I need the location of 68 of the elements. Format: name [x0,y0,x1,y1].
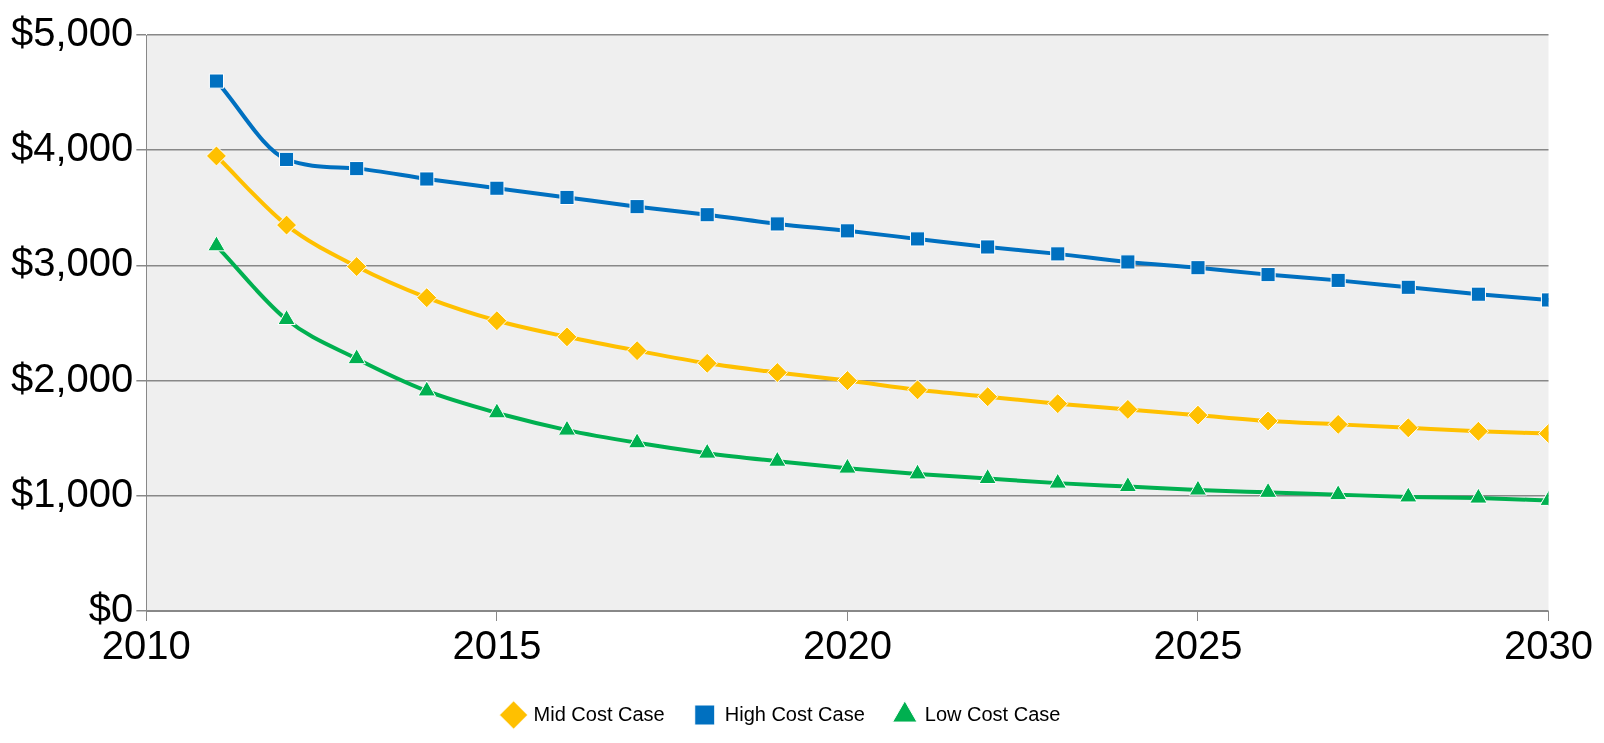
point [629,199,645,215]
point [1187,404,1209,426]
point [977,386,999,408]
point [978,468,997,485]
point [908,463,927,480]
x-tick-label: 2030 [1504,623,1593,668]
point [559,189,575,205]
point [1467,420,1489,442]
point [486,310,508,332]
point [1397,417,1419,439]
point [208,73,225,89]
x-tick-label: 2025 [1153,623,1243,668]
point [1257,410,1279,432]
point [699,207,715,223]
point [980,239,996,255]
point [416,287,438,309]
point [1260,267,1276,283]
point [1399,486,1418,503]
y-tick-label: $2,000 [11,355,134,400]
point [1050,246,1066,262]
point [1118,476,1138,493]
point [1327,413,1349,435]
point [205,145,227,167]
point [1329,484,1348,501]
point [768,450,787,467]
point [1190,260,1206,276]
point [419,171,435,187]
y-tick-label: $1,000 [11,470,134,515]
point [1048,472,1067,489]
point [766,362,788,384]
point [1117,398,1139,420]
point [346,256,368,278]
point [698,442,717,459]
point [276,214,298,236]
point [626,340,648,362]
point [907,379,929,401]
point [1047,393,1069,415]
x-tick-label: 2015 [452,623,542,668]
point [1330,272,1346,288]
point [1188,479,1208,496]
point [349,161,365,177]
point [487,402,507,419]
point [1470,286,1486,302]
point [557,419,577,436]
legend-label: Mid Cost Case [533,702,665,725]
point [838,457,857,474]
legend-label: Low Cost Case [924,702,1061,725]
point [1120,254,1136,270]
point [839,223,855,239]
x-tick-label: 2020 [802,623,892,668]
point [696,352,718,374]
y-tick-label: $4,000 [11,125,134,170]
point [277,309,296,326]
point [556,326,578,348]
point [1400,279,1416,295]
y-tick-label: $5,000 [11,10,134,55]
point [1469,487,1488,504]
point [836,370,858,392]
point [417,380,436,397]
point [278,151,295,167]
y-tick-label: $3,000 [11,240,134,285]
point [769,216,785,232]
point [489,180,505,196]
point [1258,481,1278,498]
point [909,231,926,247]
point [627,432,647,449]
point [347,348,366,365]
legend-label: High Cost Case [724,702,865,725]
